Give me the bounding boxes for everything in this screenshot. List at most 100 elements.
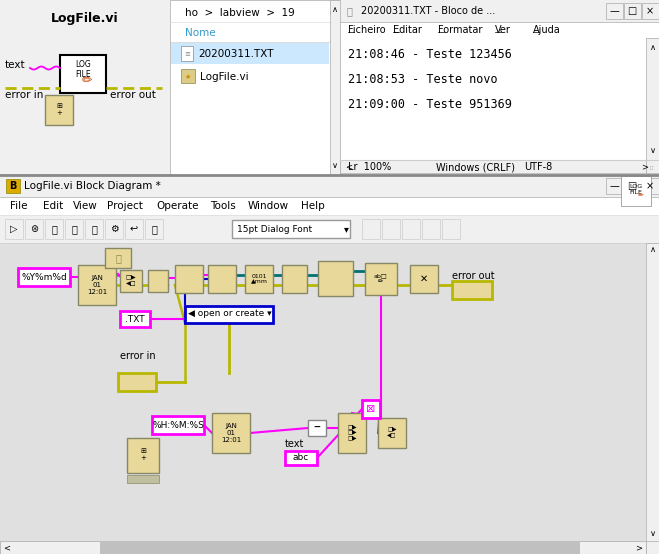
Text: View: View (73, 201, 98, 211)
Text: □▶
◀□: □▶ ◀□ (387, 428, 397, 438)
Text: Ajuda: Ajuda (533, 25, 561, 35)
Bar (85, 219, 103, 239)
Bar (245, 265, 273, 293)
Bar (118, 373, 156, 391)
Bar (0, 0, 659, 175)
Bar (120, 270, 142, 292)
Text: –: – (314, 421, 320, 435)
Text: Editar: Editar (393, 25, 422, 35)
Text: ⊛: ⊛ (30, 224, 38, 234)
Text: JAN
01
12:01: JAN 01 12:01 (221, 423, 241, 443)
Text: %Y%m%d: %Y%m%d (21, 273, 67, 281)
Bar (181, 46, 193, 61)
Bar (125, 219, 143, 239)
Bar (646, 243, 659, 554)
Bar (0, 243, 646, 554)
Bar (606, 178, 623, 194)
Bar (410, 265, 438, 293)
Text: UTF-8: UTF-8 (524, 162, 552, 172)
Text: 20200311.TXT - Bloco de ...: 20200311.TXT - Bloco de ... (361, 6, 496, 16)
Text: LogFile.vi: LogFile.vi (51, 12, 119, 25)
Text: 📋: 📋 (347, 6, 353, 16)
Bar (100, 541, 580, 554)
Bar (606, 3, 623, 19)
Bar (452, 281, 492, 299)
Bar (338, 413, 366, 453)
Bar (152, 416, 204, 434)
Text: ∧: ∧ (650, 244, 656, 254)
Bar (45, 95, 73, 125)
Text: >: > (635, 543, 643, 552)
Bar (78, 265, 116, 305)
Bar (18, 268, 70, 286)
Text: error out: error out (452, 271, 495, 281)
Bar (282, 265, 307, 293)
Text: ▷: ▷ (11, 224, 18, 234)
Bar (621, 176, 651, 206)
Bar (0, 215, 659, 243)
Bar (175, 265, 203, 293)
Bar (185, 306, 273, 323)
Bar (340, 38, 646, 160)
Bar (65, 219, 83, 239)
Text: □▶
□▶
□▶: □▶ □▶ □▶ (347, 425, 357, 442)
Bar (646, 160, 659, 173)
Text: □: □ (627, 181, 637, 191)
Text: 20200311.TXT: 20200311.TXT (198, 49, 273, 59)
Text: error out: error out (110, 90, 156, 100)
Text: Ver: Ver (495, 25, 511, 35)
Text: ⊞
+: ⊞ + (140, 448, 146, 461)
Text: ⊠: ⊠ (366, 404, 376, 414)
Text: 21:08:46 - Teste 123456: 21:08:46 - Teste 123456 (348, 48, 512, 61)
Bar (5, 219, 23, 239)
Bar (148, 270, 168, 292)
Bar (422, 219, 440, 239)
Text: □: □ (627, 6, 637, 16)
Bar (171, 43, 329, 64)
Text: Edit: Edit (43, 201, 63, 211)
Bar (646, 541, 659, 554)
Text: File: File (10, 201, 28, 211)
Text: B: B (9, 181, 16, 191)
Text: Project: Project (107, 201, 143, 211)
Text: ho  >  labview  >  19: ho > labview > 19 (185, 8, 295, 18)
Text: ⠿: ⠿ (649, 166, 654, 172)
Text: LOG
FILE: LOG FILE (629, 184, 643, 195)
Bar (362, 219, 380, 239)
Bar (340, 0, 659, 175)
Text: 💡: 💡 (91, 224, 97, 234)
Bar (362, 400, 380, 418)
Text: ab□
✏: ab□ ✏ (374, 274, 388, 284)
Bar (624, 178, 641, 194)
Text: ×: × (646, 6, 654, 16)
Text: ∧: ∧ (332, 5, 338, 14)
Bar (0, 197, 659, 215)
Text: LogFile.vi Block Diagram *: LogFile.vi Block Diagram * (24, 181, 161, 191)
Bar (170, 0, 340, 175)
Text: ∧: ∧ (650, 43, 656, 52)
Text: ▾: ▾ (344, 224, 349, 234)
Text: 0101
▲mm: 0101 ▲mm (250, 274, 268, 284)
Bar (642, 3, 659, 19)
Bar (127, 475, 159, 483)
Text: ⊞
+: ⊞ + (56, 103, 62, 116)
Text: ⏸: ⏸ (71, 224, 77, 234)
Text: LOG
FILE: LOG FILE (75, 60, 91, 79)
Bar (442, 219, 460, 239)
Text: 21:09:00 - Teste 951369: 21:09:00 - Teste 951369 (348, 98, 512, 111)
Bar (308, 420, 326, 436)
Text: Window: Window (248, 201, 289, 211)
Bar (60, 55, 106, 93)
Text: ★: ★ (185, 74, 191, 80)
Bar (318, 261, 353, 296)
Text: ×: × (646, 181, 654, 191)
Bar (45, 219, 63, 239)
Bar (340, 22, 659, 38)
Text: ∨: ∨ (332, 161, 338, 170)
Bar (120, 311, 150, 327)
Bar (232, 220, 350, 238)
Bar (212, 413, 250, 453)
Text: —: — (609, 6, 619, 16)
Bar (0, 0, 170, 175)
Text: <: < (3, 543, 11, 552)
